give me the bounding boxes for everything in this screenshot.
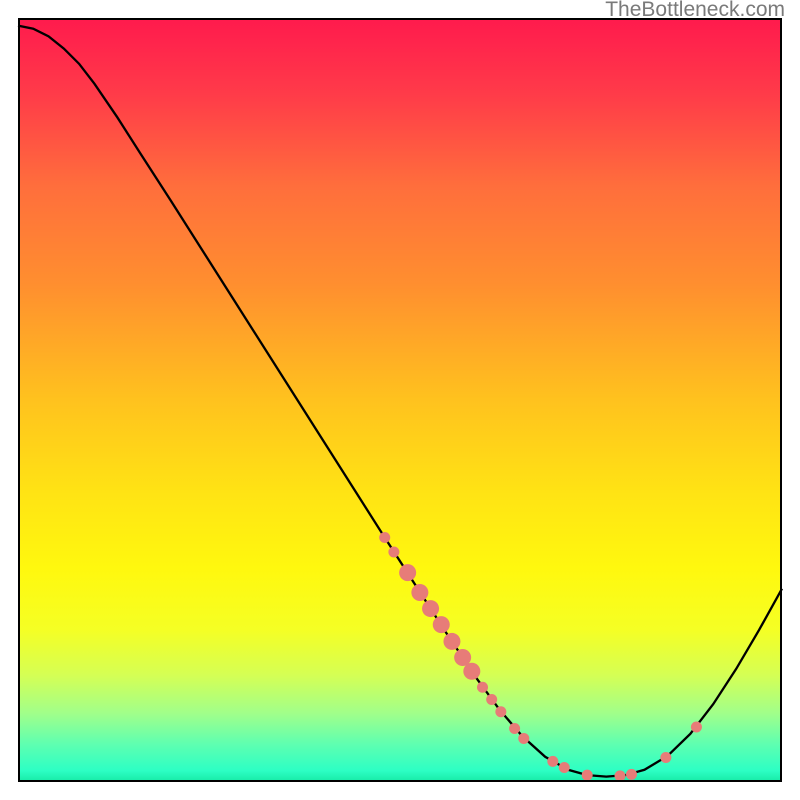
data-marker: [388, 547, 399, 558]
data-marker: [615, 770, 626, 781]
data-marker: [463, 663, 480, 680]
data-marker: [547, 756, 558, 767]
data-marker: [509, 723, 520, 734]
data-marker: [691, 721, 702, 732]
data-marker: [399, 564, 416, 581]
curve-line: [18, 26, 782, 777]
data-marker: [433, 616, 450, 633]
data-marker: [443, 633, 460, 650]
chart-svg: [18, 18, 782, 782]
data-marker: [518, 733, 529, 744]
data-marker: [422, 600, 439, 617]
data-marker: [559, 762, 570, 773]
data-marker: [411, 584, 428, 601]
data-marker: [582, 770, 593, 781]
data-marker: [477, 682, 488, 693]
chart-root: { "canvas": { "width": 800, "height": 80…: [0, 0, 800, 800]
data-marker: [495, 706, 506, 717]
data-marker: [379, 532, 390, 543]
plot-area: [18, 18, 782, 782]
data-marker: [626, 769, 637, 780]
data-marker: [660, 752, 671, 763]
data-marker: [486, 694, 497, 705]
watermark-text: TheBottleneck.com: [605, 0, 785, 22]
marker-layer: [379, 532, 702, 781]
